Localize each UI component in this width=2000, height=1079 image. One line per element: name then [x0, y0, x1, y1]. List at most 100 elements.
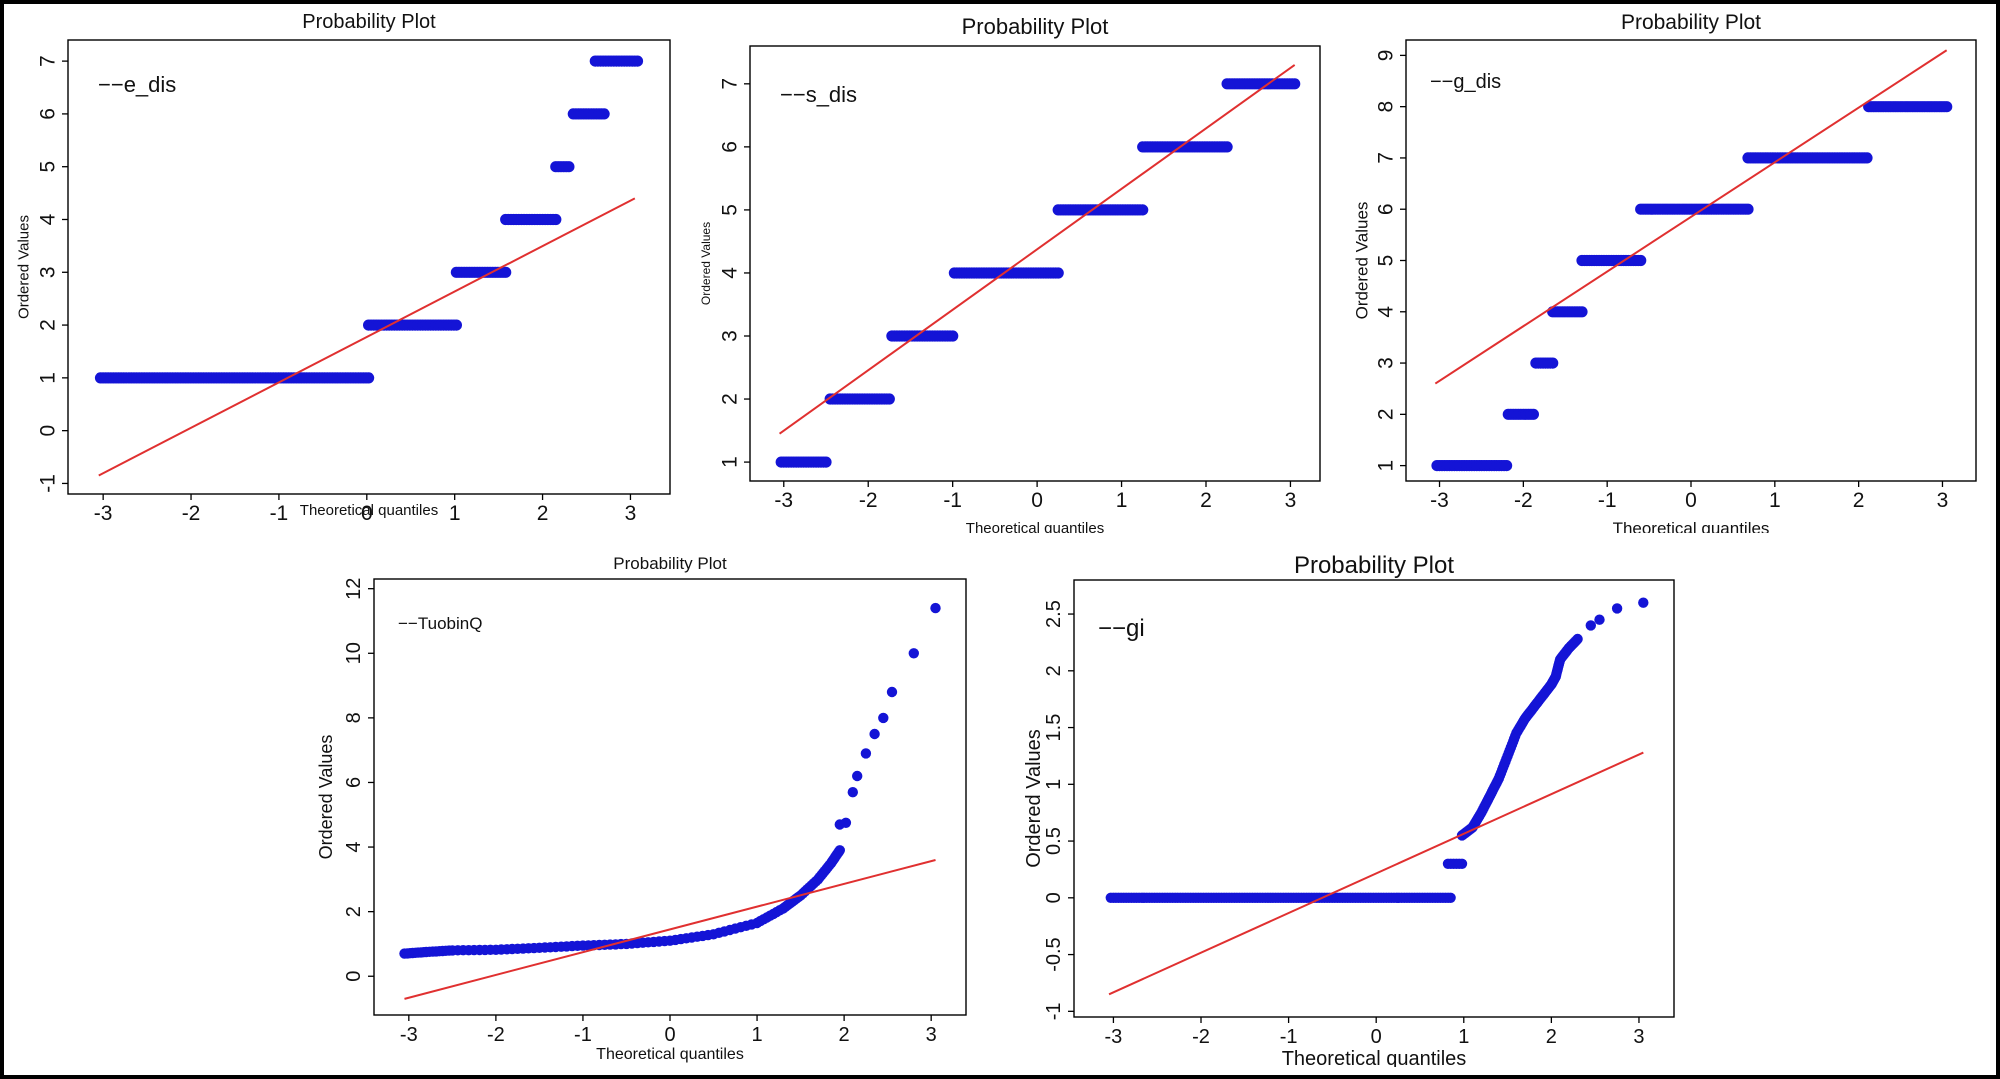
plot-frame [749, 45, 1321, 482]
x-tick-label: -3 [1105, 1026, 1123, 1048]
x-tick-label: 1 [1458, 1026, 1469, 1048]
x-tick-label: 2 [839, 1024, 850, 1046]
y-tick-label: 7 [1375, 152, 1398, 164]
panel-e-dis: Probability Plot -3 -2 -1 0 1 2 3 -1 0 1 2 3 4 5 6 7 Theo… [8, 8, 683, 533]
data-points [94, 55, 644, 384]
x-tick-label: -1 [1280, 1026, 1298, 1048]
y-tick-label: -1 [1043, 1002, 1065, 1020]
data-point [1052, 267, 1064, 279]
x-tick-label: 0 [1371, 1026, 1382, 1048]
data-point [1861, 152, 1873, 164]
y-tick-label: 1 [1043, 779, 1065, 790]
chart-s-dis: Probability Plot -3 -2 -1 0 1 2 3 1 2 3 4 5 6 7 Theoret… [699, 14, 1321, 533]
y-tick-label: 7 [37, 55, 60, 67]
data-point [840, 817, 852, 828]
x-tick-label: -1 [270, 502, 289, 525]
y-tick-label: 6 [37, 108, 60, 120]
legend-label: −−TuobinQ [398, 614, 482, 633]
data-point [1547, 357, 1559, 369]
y-tick-label: -0.5 [1043, 937, 1065, 971]
data-points [775, 78, 1301, 468]
x-tick-label: -2 [1514, 489, 1533, 512]
data-point [1594, 614, 1605, 625]
panel-s-dis: Probability Plot -3 -2 -1 0 1 2 3 1 2 3 4 5 6 7 Theoret… [688, 8, 1338, 533]
x-tick-label: 3 [926, 1024, 937, 1046]
data-point [820, 456, 832, 468]
data-points [399, 602, 941, 959]
data-point [1221, 141, 1233, 153]
y-tick-label: 2 [343, 906, 365, 917]
chart-title: Probability Plot [1621, 11, 1761, 34]
data-point [883, 393, 895, 405]
x-tick-label: -1 [574, 1024, 592, 1046]
data-point [860, 748, 872, 759]
data-point [930, 602, 941, 614]
x-tick-label: 2 [1853, 489, 1865, 512]
y-tick-label: 6 [1375, 203, 1398, 215]
y-tick-label: 10 [343, 642, 365, 664]
y-tick-label: 5 [719, 204, 742, 216]
y-tick-label: 2 [1375, 408, 1398, 420]
data-points [1105, 597, 1649, 903]
x-tick-label: -3 [1430, 489, 1449, 512]
x-axis-label: Theoretical quantiles [596, 1046, 744, 1063]
y-tick-label: 6 [719, 141, 742, 153]
x-tick-label: -3 [774, 489, 793, 512]
y-axis-label: Ordered Values [699, 222, 713, 305]
data-point [598, 108, 610, 120]
x-tick-label: -2 [487, 1024, 505, 1046]
y-tick-label: 6 [343, 777, 365, 788]
fit-line [404, 859, 936, 1000]
y-tick-label: 0 [37, 425, 60, 437]
x-tick-label: -3 [94, 502, 113, 525]
y-axis-label: Ordered Values [16, 215, 33, 319]
x-tick-label: 0 [664, 1024, 675, 1046]
data-point [1638, 597, 1649, 608]
data-point [852, 770, 863, 782]
x-tick-label: 1 [1769, 489, 1781, 512]
x-tick-label: -1 [943, 489, 962, 512]
x-axis-label: Theoretical quantiles [1613, 519, 1770, 533]
data-point [1576, 306, 1588, 318]
data-point [363, 372, 375, 384]
data-point [869, 728, 880, 740]
fit-line [778, 64, 1296, 435]
y-axis-label: Ordered Values [1023, 729, 1045, 868]
y-tick-label: 0.5 [1043, 827, 1065, 855]
chart-title: Probability Plot [1294, 552, 1454, 579]
y-tick-label: 3 [37, 266, 60, 278]
chart-title: Probability Plot [962, 14, 1109, 39]
y-tick-label: 0 [1043, 892, 1065, 903]
x-axis-label: Theoretical quantiles [1282, 1048, 1467, 1067]
chart-g-dis: Probability Plot -3 -2 -1 0 1 2 3 1 2 3 4 5 6 7 8 9 Theor… [1353, 11, 1977, 533]
y-tick-label: 0 [343, 971, 365, 982]
y-tick-label: 9 [1375, 50, 1398, 62]
x-tick-label: 0 [1685, 489, 1697, 512]
panel-gi: Probability Plot -3 -2 -1 0 1 2 3 -1 -0.5 0 0.5 1 1.5… [1016, 547, 1696, 1067]
legend-label: −−e_dis [98, 72, 176, 97]
x-tick-label: 2 [537, 502, 549, 525]
x-axis-label: Theoretical quantiles [300, 502, 438, 519]
data-point [886, 686, 898, 698]
plot-frame [67, 39, 671, 495]
data-point [1611, 603, 1623, 614]
plot-frame [1073, 579, 1675, 1018]
x-tick-label: -2 [182, 502, 201, 525]
data-point [1527, 408, 1539, 420]
y-tick-label: 1 [1375, 460, 1398, 472]
data-point [631, 55, 644, 67]
y-axis-label: Ordered Values [1353, 202, 1372, 320]
y-tick-label: -1 [37, 474, 60, 493]
y-tick-label: 4 [1375, 306, 1398, 318]
y-tick-label: 1 [719, 456, 742, 468]
y-tick-label: 1.5 [1043, 714, 1065, 742]
y-tick-label: 2.5 [1043, 600, 1065, 628]
x-tick-label: 1 [1116, 489, 1128, 512]
x-tick-label: -1 [1598, 489, 1617, 512]
figure-canvas: Probability Plot -3 -2 -1 0 1 2 3 -1 0 1 2 3 4 5 6 7 Theo… [4, 4, 1996, 1075]
fit-line [1434, 49, 1948, 385]
panel-g-dis: Probability Plot -3 -2 -1 0 1 2 3 1 2 3 4 5 6 7 8 9 Theor… [1344, 8, 1994, 533]
y-tick-label: 2 [719, 393, 742, 405]
x-tick-label: 0 [361, 502, 373, 525]
x-tick-label: 2 [1200, 489, 1212, 512]
